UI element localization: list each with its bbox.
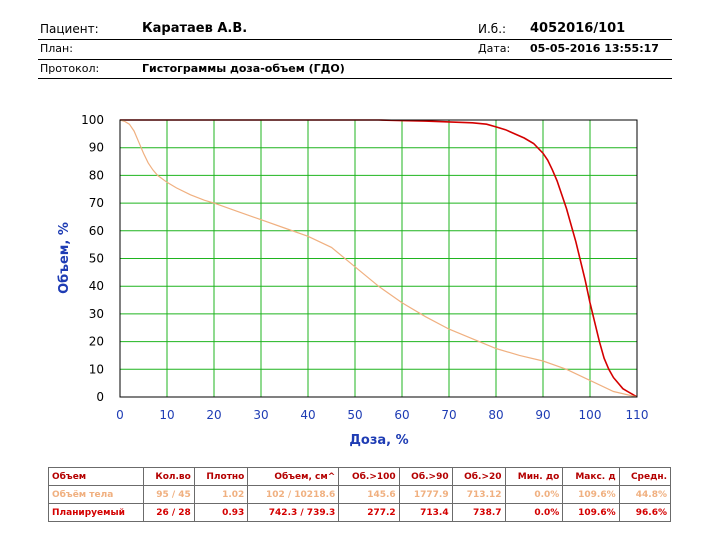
header-divider-3	[38, 78, 672, 79]
x-tick-label: 80	[488, 408, 503, 422]
table-cell: 738.7	[451, 503, 506, 522]
table-cell: 0.93	[193, 503, 249, 522]
dvh-curve-ptv	[120, 119, 638, 398]
table-cell: 145.6	[338, 485, 400, 504]
chart-grid	[119, 119, 638, 398]
header-divider-2	[38, 59, 672, 60]
plan-label: План:	[40, 42, 73, 55]
table-cell: 742.3 / 739.3	[247, 503, 340, 522]
x-tick-label: 90	[535, 408, 550, 422]
table-cell: Планируемый	[47, 503, 145, 522]
table-cell: 95 / 45	[143, 485, 195, 504]
y-tick-label: 10	[89, 362, 104, 376]
x-tick-label: 50	[347, 408, 362, 422]
table-cell: 0.0%	[504, 503, 564, 522]
y-tick-label: 80	[89, 168, 104, 182]
plot-frame	[119, 119, 638, 398]
y-tick-label: 70	[89, 196, 104, 210]
dose-volume-stats-table: Объем Кол.во Плотно Объем, см^ Об.>100 Об.>90…	[47, 467, 672, 522]
table-header-cell: Макс. д	[562, 467, 620, 486]
table-cell: 713.4	[398, 503, 453, 522]
y-tick-label: 30	[89, 307, 104, 321]
chart-tick-labels: 0 10 20 30 40 50 60 70 80 90 100 110 0 10 20 30 40 50 60 70…	[81, 113, 648, 422]
x-axis-label: Доза, %	[349, 433, 408, 448]
protocol-label: Протокол:	[40, 62, 100, 75]
table-cell: 26 / 28	[143, 503, 195, 522]
y-tick-label: 20	[89, 335, 104, 349]
patient-name: Каратаев А.В.	[142, 21, 248, 36]
table-header-cell: Об.>100	[338, 467, 400, 486]
x-tick-label: 60	[394, 408, 409, 422]
table-header-cell: Плотно	[193, 467, 249, 486]
table-header-cell: Кол.во	[143, 467, 195, 486]
table-cell: 713.12	[451, 485, 506, 504]
x-tick-label: 110	[626, 408, 649, 422]
y-tick-label: 60	[89, 224, 104, 238]
table-cell: 109.6%	[562, 503, 620, 522]
x-tick-label: 10	[159, 408, 174, 422]
x-tick-label: 40	[300, 408, 315, 422]
table-row: Объём тела 95 / 45 1.02 102 / 10218.6 145.6 1…	[47, 485, 672, 504]
x-tick-label: 100	[579, 408, 602, 422]
x-tick-label: 30	[253, 408, 268, 422]
table-header-cell: Мин. до	[504, 467, 564, 486]
header-row-protocol: Протокол: Гистограммы доза-объем (ГДО)	[38, 61, 672, 77]
table-header-cell: Об.>20	[451, 467, 506, 486]
x-tick-label: 0	[116, 408, 124, 422]
protocol-value: Гистограммы доза-объем (ГДО)	[142, 62, 345, 75]
record-id-label: И.б.:	[478, 22, 507, 36]
table-header-cell: Объем	[47, 467, 145, 486]
dvh-chart: 0 10 20 30 40 50 60 70 80 90 100 110 0 10 20 30 40 50 60 70…	[57, 113, 648, 448]
header-row-patient: Пациент: Каратаев А.В. И.б.: 4052016/101	[38, 20, 672, 38]
date-value: 05-05-2016 13:55:17	[530, 42, 659, 55]
record-id-value: 4052016/101	[530, 21, 626, 36]
table-cell: Объём тела	[47, 485, 145, 504]
y-tick-label: 90	[89, 141, 104, 155]
header-divider-1	[38, 39, 672, 40]
table-cell: 109.6%	[562, 485, 620, 504]
table-header-cell: Объем, см^	[247, 467, 340, 486]
y-tick-label: 0	[96, 390, 104, 404]
table-header-cell: Об.>90	[398, 467, 453, 486]
y-tick-label: 50	[89, 252, 104, 266]
header-row-plan: План: Дата: 05-05-2016 13:55:17	[38, 41, 672, 57]
table-cell: 96.6%	[618, 503, 672, 522]
chart-series	[119, 119, 638, 398]
y-axis-label: Объем, %	[57, 222, 72, 294]
table-header-row: Объем Кол.во Плотно Объем, см^ Об.>100 Об.>90…	[47, 467, 672, 486]
x-tick-label: 20	[206, 408, 221, 422]
table-row: Планируемый 26 / 28 0.93 742.3 / 739.3 277.2…	[47, 503, 672, 522]
dvh-curve-body	[119, 119, 638, 398]
table-cell: 102 / 10218.6	[247, 485, 340, 504]
x-tick-label: 70	[441, 408, 456, 422]
y-tick-label: 40	[89, 279, 104, 293]
table-cell: 277.2	[338, 503, 400, 522]
table-cell: 0.0%	[504, 485, 564, 504]
table-header-cell: Средн.	[618, 467, 672, 486]
y-tick-label: 100	[81, 113, 104, 127]
patient-label: Пациент:	[40, 22, 99, 36]
table-cell: 1777.9	[398, 485, 453, 504]
table-cell: 44.8%	[618, 485, 672, 504]
table-cell: 1.02	[193, 485, 249, 504]
date-label: Дата:	[478, 42, 511, 55]
